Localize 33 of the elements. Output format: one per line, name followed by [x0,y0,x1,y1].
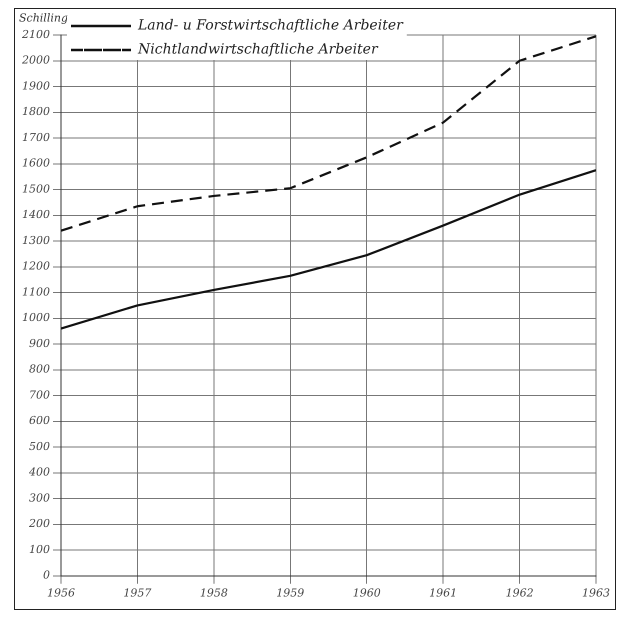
y-tick-label: 700 [28,388,50,402]
legend-label: Land- u Forstwirtschaftliche Arbeiter [136,18,404,34]
y-tick-label: 1500 [22,182,50,196]
y-tick-label: 1100 [22,285,50,298]
x-tick-label: 1962 [506,586,534,600]
y-tick-label: 1800 [22,105,50,118]
y-tick-label: 500 [28,440,50,453]
x-tick-label: 1956 [46,586,75,600]
y-tick-label: 1200 [22,260,50,273]
y-tick-label: 1400 [22,208,50,222]
x-tick-label: 1961 [429,586,458,600]
y-tick-label: 1900 [22,79,50,92]
y-tick-label: 400 [28,466,50,479]
y-tick-label: 300 [28,491,50,504]
y-tick-label: 1600 [22,156,50,170]
y-tick-label: 100 [28,542,50,556]
y-tick-label: 200 [28,517,50,530]
y-tick-label: 800 [28,362,50,376]
y-tick-label: 1000 [22,311,50,324]
y-axis-title: Schilling [19,11,68,24]
y-tick-label: 600 [28,414,50,428]
x-tick-label: 1959 [276,586,304,600]
x-tick-label: 1960 [352,586,381,600]
y-tick-label: 1300 [22,234,50,247]
x-tick-label: 1963 [582,586,610,600]
y-tick-label: 900 [28,336,50,350]
x-tick-label: 1957 [123,586,152,600]
legend-label: Nichtlandwirtschaftliche Arbeiter [136,42,379,58]
y-tick-label: 0 [42,568,50,582]
y-tick-label: 1700 [22,130,50,144]
x-tick-label: 1958 [200,586,228,600]
y-tick-label: 2000 [20,54,50,67]
y-tick-label: 2100 [20,28,50,41]
